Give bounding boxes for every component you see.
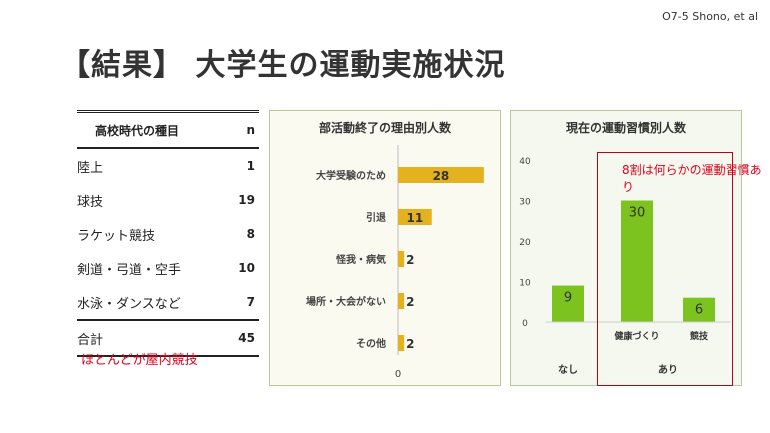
reason-chart: 大学受験のため 28 引退 11 怪我・病気 2 場所・大会がない 2 その他 2 0 xyxy=(306,145,484,380)
table-row: 剣道・弓道・空手 10 xyxy=(77,251,259,285)
bar xyxy=(398,167,484,183)
bar xyxy=(398,335,405,351)
sport-table: 高校時代の種目 n 陸上 1 球技 19 ラケット競技 8 剣道・弓道・空手 10 水泳… xyxy=(77,110,259,357)
y-tick-label: 0 xyxy=(522,319,528,329)
data-label: 9 xyxy=(564,291,572,306)
data-label: 2 xyxy=(406,295,414,309)
total-n: 45 xyxy=(238,331,255,345)
table-header: 高校時代の種目 n xyxy=(77,110,259,149)
header-n: n xyxy=(246,123,255,137)
row-name: ラケット競技 xyxy=(77,228,156,244)
bar xyxy=(683,297,715,322)
row-n: 7 xyxy=(246,295,255,309)
data-label: 2 xyxy=(406,253,414,267)
category-label: 引退 xyxy=(366,211,386,224)
x-tick-label: 0 xyxy=(395,369,401,380)
table-row: 陸上 1 xyxy=(77,149,259,183)
row-n: 1 xyxy=(246,159,255,173)
callout-text: 8割は何らかの運動習慣あり xyxy=(622,163,762,194)
row-name: 水泳・ダンスなど xyxy=(77,296,181,312)
category-label: 場所・大会がない xyxy=(306,295,386,308)
reason-chart-title: 部活動終了の理由別人数 xyxy=(318,121,451,135)
y-tick-label: 40 xyxy=(519,157,531,167)
bar xyxy=(398,251,405,267)
row-name: 剣道・弓道・空手 xyxy=(77,262,182,278)
table-total-row: 合計 45 xyxy=(77,319,259,357)
page-title: 【結果】 大学生の運動実施状況 xyxy=(60,48,506,83)
y-tick-label: 10 xyxy=(519,279,531,289)
group-label: なし xyxy=(558,364,578,376)
bar xyxy=(398,209,432,225)
data-label: 30 xyxy=(629,206,646,221)
category-label: その他 xyxy=(356,337,386,350)
table-note: ほとんどが屋内競技 xyxy=(81,353,198,368)
row-n: 10 xyxy=(238,261,255,275)
data-label: 6 xyxy=(695,303,703,318)
data-label: 28 xyxy=(433,169,450,183)
category-label: 怪我・病気 xyxy=(336,253,386,266)
table-row: 球技 19 xyxy=(77,183,259,217)
row-n: 19 xyxy=(238,193,255,207)
reason-chart-panel: 部活動終了の理由別人数 大学受験のため 28 引退 11 怪我・病気 2 場所・大会がない 2… xyxy=(269,110,501,386)
table-row: 水泳・ダンスなど 7 xyxy=(77,285,259,319)
habit-chart-title: 現在の運動習慣別人数 xyxy=(565,121,686,135)
y-tick-label: 30 xyxy=(519,198,531,208)
y-tick-label: 20 xyxy=(519,238,531,248)
row-name: 球技 xyxy=(77,194,104,210)
header-sport: 高校時代の種目 xyxy=(95,123,180,138)
bar xyxy=(621,200,653,322)
bar xyxy=(398,293,405,309)
reference-label: O7-5 Shono, et al xyxy=(662,10,758,23)
category-label: 競技 xyxy=(690,330,709,342)
data-label: 11 xyxy=(407,211,424,225)
group-label: あり xyxy=(658,363,678,376)
data-label: 2 xyxy=(406,337,414,351)
callout-box xyxy=(597,152,733,386)
row-name: 陸上 xyxy=(77,160,104,176)
table-row: ラケット競技 8 xyxy=(77,217,259,251)
row-n: 8 xyxy=(246,227,255,241)
total-name: 合計 xyxy=(77,332,104,348)
category-label: 健康づくり xyxy=(614,330,659,342)
category-label: 大学受験のため xyxy=(316,169,386,182)
bar xyxy=(552,285,584,322)
